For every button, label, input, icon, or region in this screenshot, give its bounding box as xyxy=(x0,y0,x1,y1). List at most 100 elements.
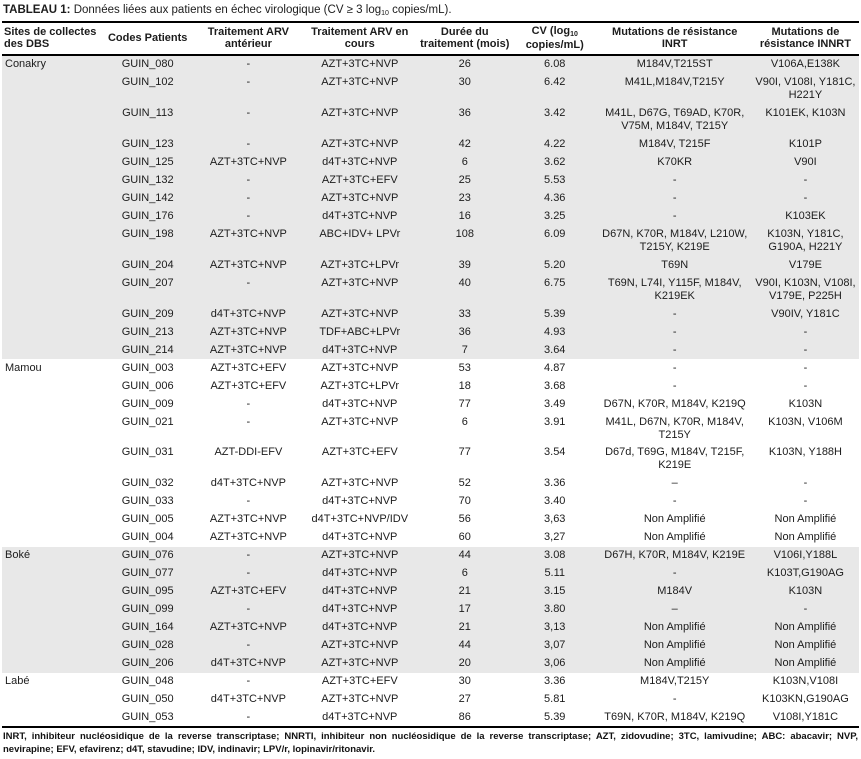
table-row: GUIN_204 AZT+3TC+NVP AZT+3TC+LPVr 39 5.20 T69… xyxy=(2,256,859,275)
duration-cell: 108 xyxy=(417,225,512,257)
cv-cell: 5.20 xyxy=(511,256,598,275)
footnote: INRT, inhibiteur nucléosidique de la rev… xyxy=(3,731,858,756)
current-arv-cell: AZT+3TC+NVP xyxy=(301,305,418,324)
code-cell: GUIN_113 xyxy=(100,104,195,136)
code-cell: GUIN_080 xyxy=(100,54,195,74)
prev-arv-cell: AZT+3TC+NVP xyxy=(194,256,302,275)
table-row: GUIN_031 AZT-DDI-EFV AZT+3TC+EFV 77 3.54 D67d… xyxy=(2,444,859,475)
table-title-label: TABLEAU 1: xyxy=(3,4,71,16)
current-arv-cell: AZT+3TC+NVP xyxy=(321,693,399,706)
innrt-mutations-cell: K103T,G190AG xyxy=(751,564,859,583)
current-arv-cell: d4T+3TC+NVP xyxy=(301,564,418,583)
col-header-codes: Codes Patients xyxy=(100,21,195,56)
current-arv-cell: d4T+3TC+NVP xyxy=(301,153,418,172)
cv-cell: 3,63 xyxy=(544,513,566,526)
prev-arv-cell: AZT+3TC+NVP xyxy=(194,341,302,360)
current-arv-cell: AZT+3TC+NVP xyxy=(321,415,399,428)
prev-arv-cell: AZT+3TC+NVP xyxy=(209,531,287,544)
prev-arv-cell: - xyxy=(194,171,302,190)
code-cell: GUIN_102 xyxy=(100,73,195,105)
duration-cell: 21 xyxy=(417,582,512,601)
inrt-mutations-cell: - xyxy=(597,189,752,208)
duration-cell: 30 xyxy=(417,73,512,105)
duration-cell: 36 xyxy=(417,104,512,136)
code-cell: GUIN_176 xyxy=(100,207,195,226)
cv-cell: 3,06 xyxy=(511,654,598,673)
col-header-duration: Durée du traitement (mois) xyxy=(417,21,512,56)
code-cell: GUIN_009 xyxy=(121,397,174,410)
inrt-mutations-cell: Non Amplifié xyxy=(597,618,752,637)
innrt-mutations-cell: Non Amplifié xyxy=(751,618,859,637)
innrt-mutations-cell: - xyxy=(751,189,859,208)
table-row: GUIN_176- d4T+3TC+NVP 16 3.25- K103EK xyxy=(2,207,859,226)
site-cell: Mamou xyxy=(5,361,42,374)
code-cell: GUIN_204 xyxy=(100,256,195,275)
table-row: GUIN_142- AZT+3TC+NVP 23 4.36- - xyxy=(2,189,859,208)
innrt-mutations-cell: - xyxy=(803,477,808,490)
innrt-mutations-cell: K103N,V108I xyxy=(772,675,839,688)
prev-arv-cell: AZT+3TC+EFV xyxy=(194,582,302,601)
cv-cell: 3,27 xyxy=(544,531,566,544)
duration-cell: 56 xyxy=(458,513,471,526)
cv-cell: 3.36 xyxy=(544,675,566,688)
innrt-mutations-cell: - xyxy=(803,361,808,374)
cv-cell: 6.75 xyxy=(511,274,598,306)
table-row: GUIN_095 AZT+3TC+EFV d4T+3TC+NVP 21 3.15 M184… xyxy=(2,582,859,601)
duration-cell: 30 xyxy=(458,675,471,688)
inrt-mutations-cell: - xyxy=(672,379,677,392)
prev-arv-cell: AZT+3TC+EFV xyxy=(210,361,287,374)
current-arv-cell: AZT+3TC+NVP xyxy=(301,189,418,208)
innrt-mutations-cell: V106A,E138K xyxy=(751,54,859,74)
table-row: Mamou GUIN_003 AZT+3TC+EFV AZT+3TC+NVP 53 4.8… xyxy=(2,359,859,377)
table-row: Conakry GUIN_080- AZT+3TC+NVP 26 6.08 M184V,T… xyxy=(2,54,859,360)
prev-arv-cell: - xyxy=(194,600,302,619)
table-row: GUIN_206 d4T+3TC+NVP AZT+3TC+NVP 20 3,06 Non … xyxy=(2,654,859,673)
col-header-sites: Sites de collectes des DBS xyxy=(2,21,101,56)
code-cell: GUIN_048 xyxy=(121,675,174,688)
code-cell: GUIN_125 xyxy=(100,153,195,172)
cv-cell: 4.36 xyxy=(511,189,598,208)
current-arv-cell: d4T+3TC+NVP xyxy=(301,582,418,601)
current-arv-cell: ABC+IDV+ LPVr xyxy=(301,225,418,257)
site-cell: Boké xyxy=(2,546,101,673)
cv-cell: 4.22 xyxy=(511,135,598,154)
prev-arv-cell: - xyxy=(246,675,251,688)
current-arv-cell: AZT+3TC+NVP xyxy=(321,361,399,374)
inrt-mutations-cell: M41L, D67N, K70R, M184V, T215Y xyxy=(605,415,744,441)
table-row: GUIN_050 d4T+3TC+NVP AZT+3TC+NVP 27 5.81 - K10… xyxy=(2,691,859,709)
duration-cell: 6 xyxy=(461,415,468,428)
current-arv-cell: AZT+3TC+LPVr xyxy=(301,256,418,275)
prev-arv-cell: - xyxy=(246,495,251,508)
code-cell: GUIN_032 xyxy=(121,477,174,490)
innrt-mutations-cell: - xyxy=(751,323,859,342)
code-cell: GUIN_003 xyxy=(121,361,174,374)
inrt-mutations-cell: T69N xyxy=(597,256,752,275)
innrt-mutations-cell: - xyxy=(803,379,808,392)
inrt-mutations-cell: - xyxy=(597,207,752,226)
table-row: GUIN_164 AZT+3TC+NVP d4T+3TC+NVP 21 3,13 Non … xyxy=(2,618,859,637)
innrt-mutations-cell: K101EK, K103N xyxy=(751,104,859,136)
table-row: GUIN_123- AZT+3TC+NVP 42 4.22 M184V, T215F K1… xyxy=(2,135,859,154)
duration-cell: 44 xyxy=(417,636,512,655)
cv-cell: 6.09 xyxy=(511,225,598,257)
inrt-mutations-cell: T69N, L74I, Y115F, M184V, K219EK xyxy=(597,274,752,306)
cv-cell: 4.87 xyxy=(544,361,566,374)
cv-cell: 5.81 xyxy=(544,693,566,706)
cv-cell: 5.11 xyxy=(511,564,598,583)
code-cell: GUIN_132 xyxy=(100,171,195,190)
cv-header-subscript: 10 xyxy=(570,31,578,38)
innrt-mutations-cell: - xyxy=(803,495,808,508)
prev-arv-cell: d4T+3TC+NVP xyxy=(210,693,286,706)
cv-cell: 3.68 xyxy=(544,379,566,392)
table-row: GUIN_132- AZT+3TC+EFV 25 5.53- - xyxy=(2,171,859,190)
current-arv-cell: AZT+3TC+NVP xyxy=(301,546,418,565)
table-row: GUIN_102- AZT+3TC+NVP 30 6.42 M41L,M184V,T21… xyxy=(2,73,859,105)
inrt-mutations-cell: M184V xyxy=(597,582,752,601)
cv-cell: 5.39 xyxy=(544,711,566,723)
innrt-mutations-cell: V90I, V108I, Y181C, H221Y xyxy=(751,73,859,105)
table-row: GUIN_009 - d4T+3TC+NVP 77 3.49 D67N, K70R, M1… xyxy=(2,395,859,413)
code-cell: GUIN_123 xyxy=(100,135,195,154)
current-arv-cell: AZT+3TC+NVP xyxy=(301,104,418,136)
code-cell: GUIN_033 xyxy=(121,495,174,508)
duration-cell: 6 xyxy=(417,564,512,583)
